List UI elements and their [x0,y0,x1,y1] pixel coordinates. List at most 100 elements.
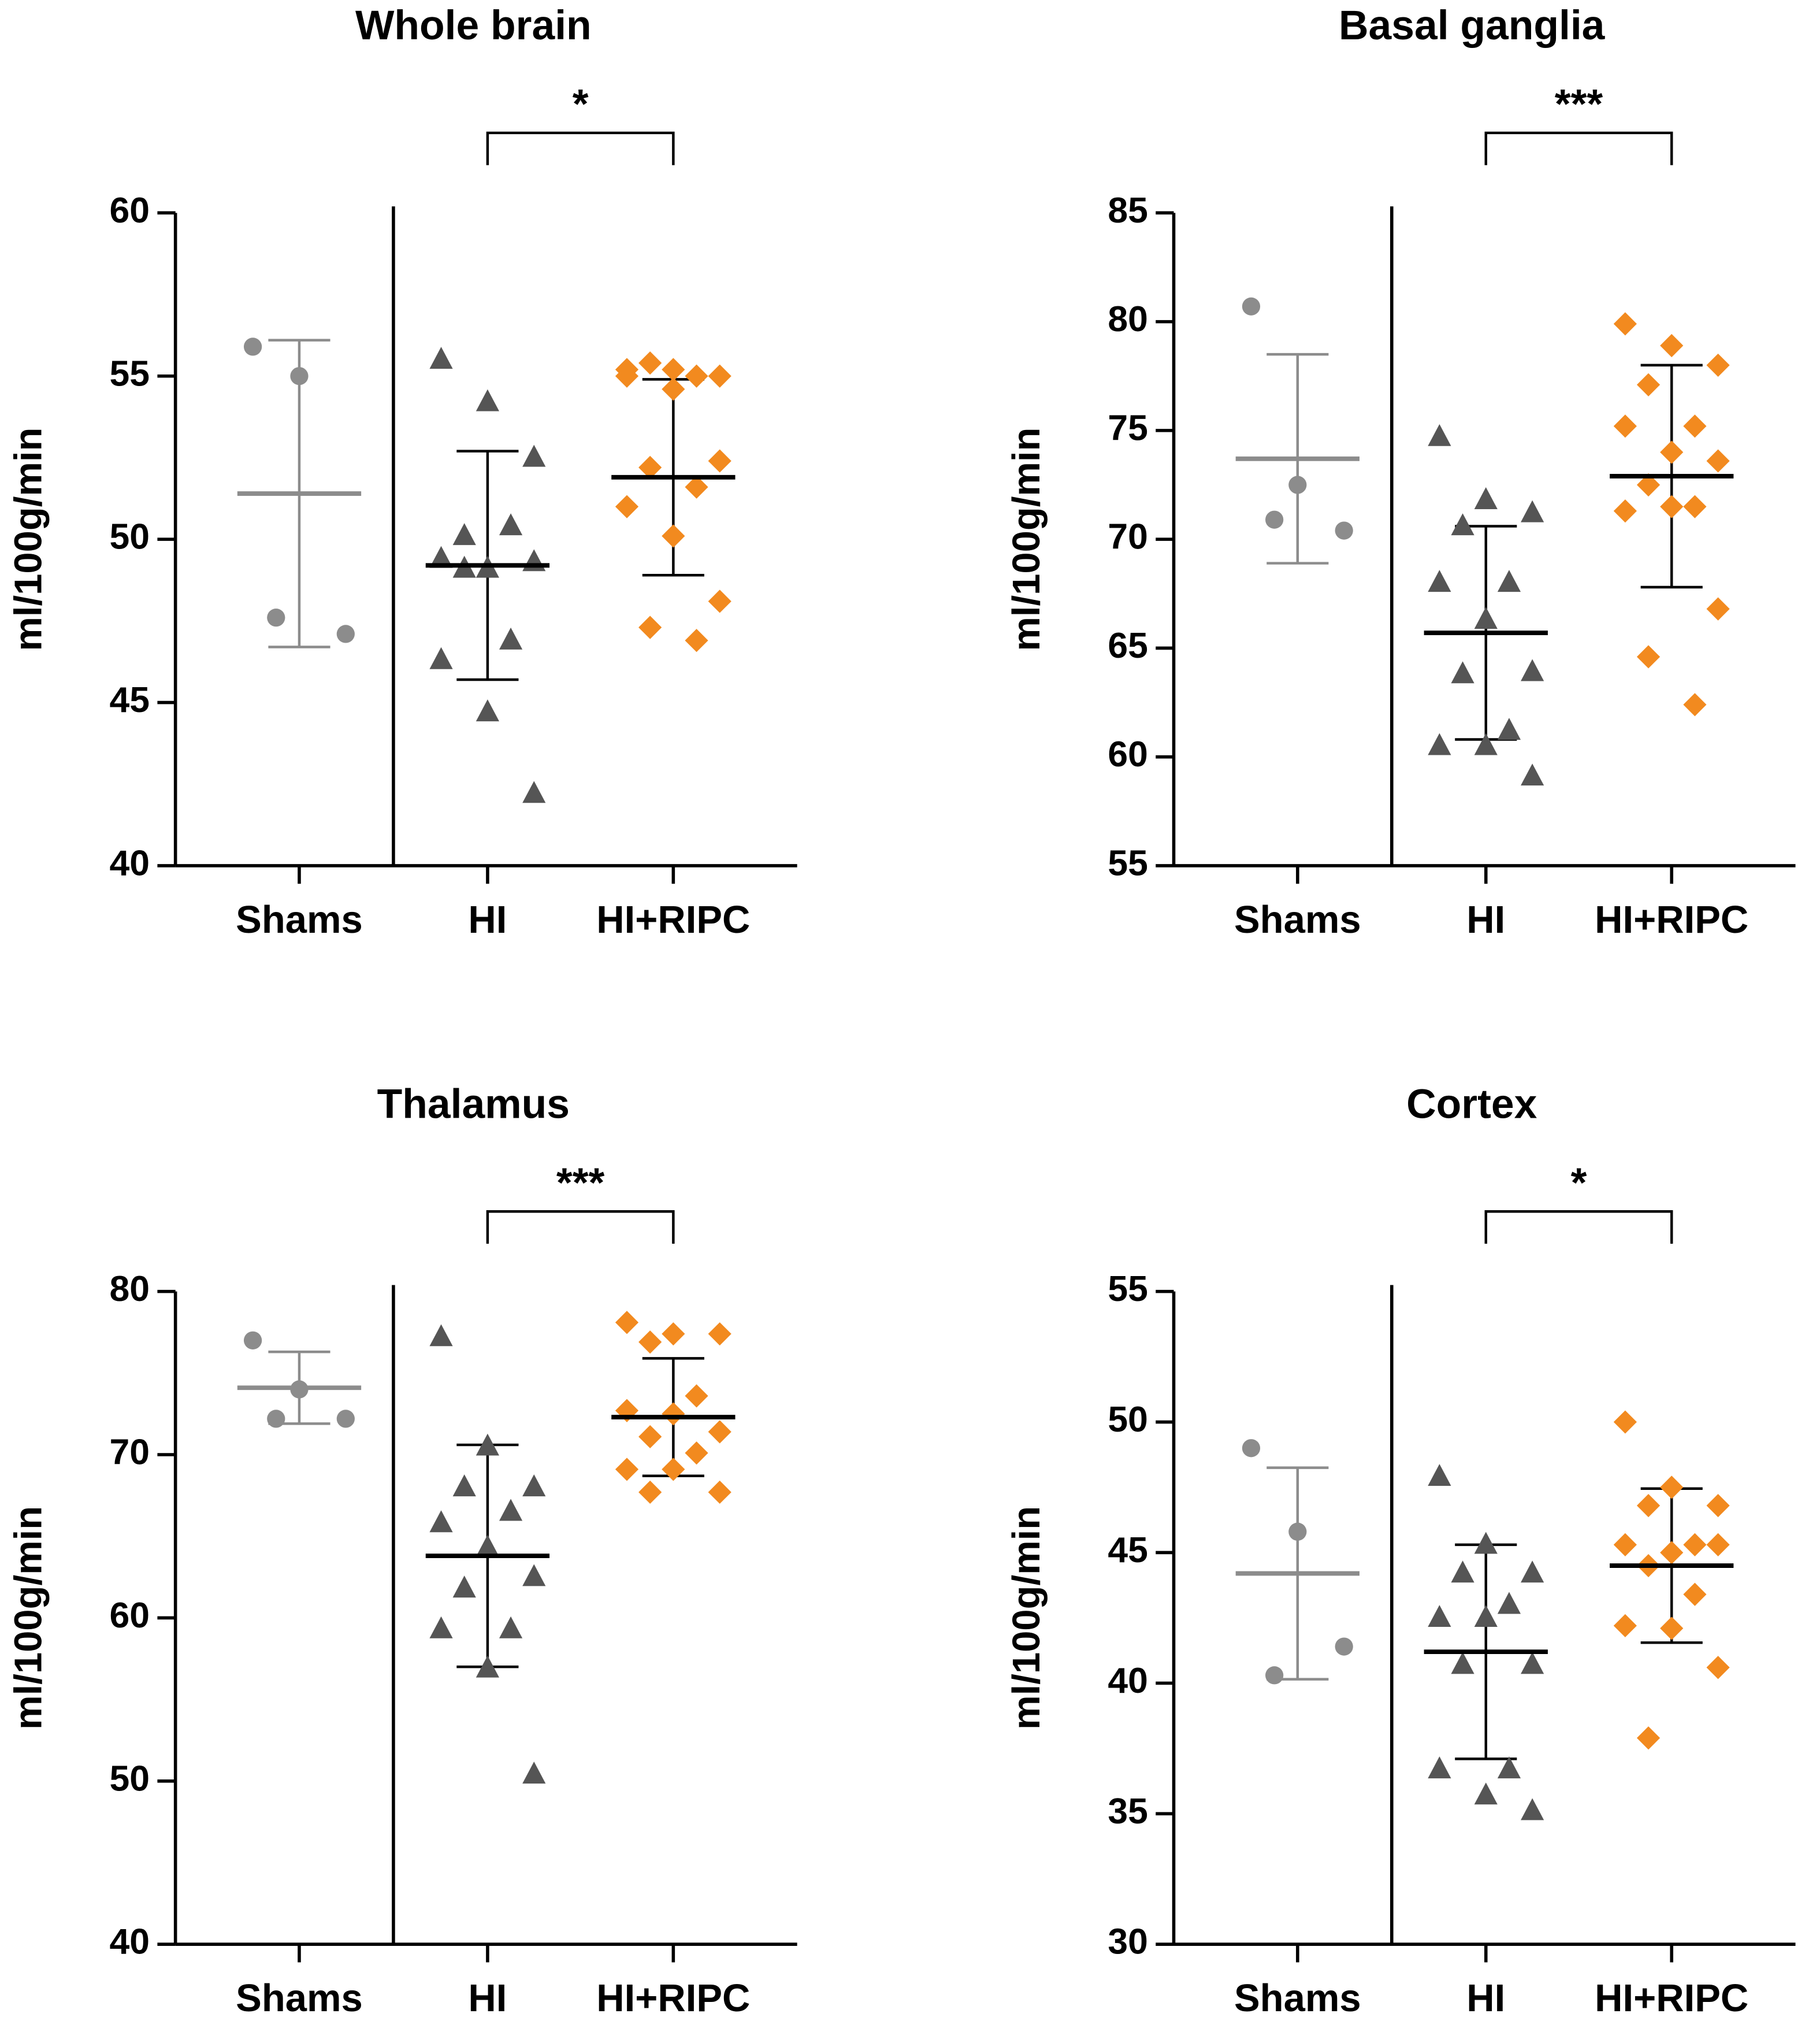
data-point [1474,607,1498,629]
significance-bracket [1484,1210,1673,1244]
x-tick-label: HI+RIPC [596,898,750,941]
data-point [662,358,685,381]
y-axis-label: ml/100g/min [6,428,50,651]
x-tick-label: HI [468,1977,507,2020]
panel-title: Basal ganglia [1339,2,1606,49]
data-point [429,347,453,369]
data-point [499,513,523,536]
data-point [708,1322,731,1346]
data-point [267,1410,285,1428]
x-tick-label: Shams [1234,1977,1361,2020]
data-point [1660,1475,1684,1499]
data-point [476,1655,499,1678]
data-point [336,625,355,643]
x-tick-label: HI [1466,1977,1505,2020]
data-point [1706,1494,1730,1518]
data-point [1474,1782,1498,1805]
y-tick-label: 70 [1108,517,1148,557]
data-point [615,364,639,388]
data-point [1428,1605,1451,1627]
data-point [429,1510,453,1533]
data-point [522,1564,546,1586]
y-tick-label: 40 [109,843,150,883]
data-point [1660,495,1684,518]
data-point [476,389,499,411]
data-point [685,364,708,388]
data-point [1706,597,1730,621]
data-point [452,1575,476,1598]
data-point [662,377,685,401]
y-tick-label: 50 [109,1758,150,1799]
y-tick-label: 35 [1108,1791,1148,1831]
x-tick-label: Shams [236,1977,363,2020]
data-point [1428,733,1451,755]
y-tick-label: 55 [1108,1269,1148,1309]
x-tick-label: HI [468,898,507,941]
x-tick-label: HI [1466,898,1505,941]
data-point [708,589,731,613]
y-tick-label: 40 [1108,1660,1148,1701]
data-point [1497,1592,1521,1614]
data-point [1242,297,1261,316]
data-point [429,647,453,669]
data-point [1474,733,1498,755]
y-tick-label: 60 [109,1595,150,1636]
y-tick-label: 45 [109,680,150,720]
data-point [1265,510,1284,529]
data-point [499,627,523,650]
y-tick-label: 55 [109,353,150,394]
data-point [1683,495,1707,518]
y-tick-label: 30 [1108,1922,1148,1962]
data-point [1474,1605,1498,1627]
data-point [638,351,662,375]
data-point [1265,1666,1284,1685]
data-point [662,1322,685,1346]
data-point [1613,1614,1637,1638]
panel-title: Thalamus [377,1081,570,1127]
y-axis-label: ml/100g/min [1005,1506,1048,1730]
data-point [1660,1541,1684,1564]
data-point [522,1474,546,1497]
panel-title: Whole brain [355,2,592,49]
data-point [1521,1652,1544,1674]
data-point [267,609,285,627]
x-tick-label: HI+RIPC [1595,1977,1748,2020]
y-tick-label: 40 [109,1922,150,1962]
data-point [1706,1656,1730,1679]
x-tick-label: Shams [236,898,363,941]
data-point [499,1616,523,1638]
panel: Cortex ml/100g/min 30 35 40 45 50 55 Shams HI HI+R… [1005,1081,1796,2020]
data-point [708,364,731,388]
data-point [1428,1464,1451,1486]
data-point [1683,414,1707,438]
data-point [708,1480,731,1504]
data-point [1636,1726,1661,1750]
data-point [638,1425,662,1449]
data-point [452,1474,476,1497]
y-axis-label: ml/100g/min [6,1506,50,1730]
data-point [615,1458,639,1481]
data-point [1521,763,1544,786]
data-point [662,1458,685,1481]
data-point [522,549,546,572]
y-tick-label: 75 [1108,407,1148,448]
data-point [1521,500,1544,522]
data-point [708,449,731,473]
data-point [638,1330,662,1354]
data-point [1660,440,1684,464]
data-point [638,1480,662,1504]
panel: Whole brain ml/100g/min 40 45 50 55 60 Shams HI H… [6,2,797,941]
data-point [522,1762,546,1784]
significance-label: *** [556,1159,605,1206]
data-point [1428,1756,1451,1779]
y-tick-label: 50 [1108,1399,1148,1440]
data-point [290,367,309,385]
data-point [1428,570,1451,592]
data-point [1636,645,1661,669]
x-tick-label: HI+RIPC [596,1977,750,2020]
data-point [1706,353,1730,377]
data-point [662,524,685,548]
significance-label: *** [1555,81,1603,127]
data-point [452,523,476,546]
data-point [1613,1533,1637,1556]
